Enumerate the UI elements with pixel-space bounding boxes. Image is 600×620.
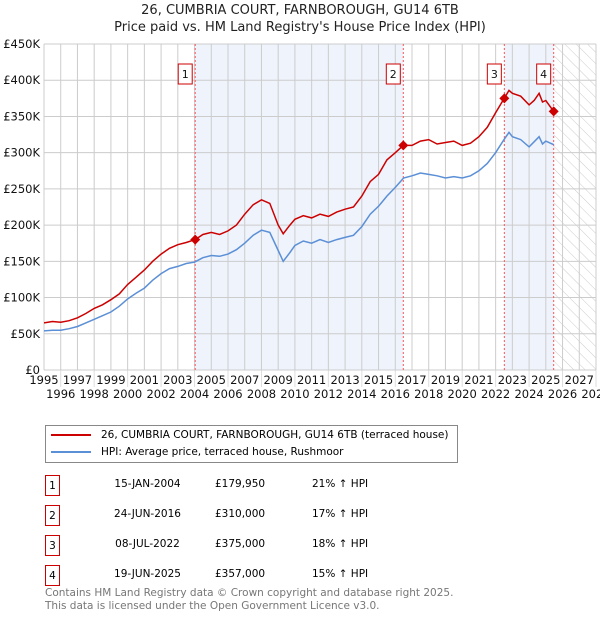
x-tick-label: 2026: [548, 387, 577, 401]
footer: Contains HM Land Registry data © Crown c…: [45, 587, 453, 613]
sale-row: 4 19-JUN-2025 £357,000 15% ↑ HPI: [45, 565, 465, 586]
x-tick-label: 2028: [581, 387, 600, 401]
sale-marker-number: 1: [45, 475, 60, 496]
x-tick-label: 2013: [330, 373, 359, 387]
sale-price: £179,950: [215, 478, 266, 490]
future-hatch: [553, 44, 596, 370]
x-tick-label: 2017: [397, 373, 426, 387]
x-tick-label: 1997: [63, 373, 92, 387]
y-tick-label: £0: [25, 363, 40, 377]
legend-swatch-hpi: [51, 451, 91, 453]
sale-row: 2 24-JUN-2016 £310,000 17% ↑ HPI: [45, 505, 465, 526]
x-tick-label: 2023: [498, 373, 527, 387]
x-tick-label: 2003: [163, 373, 192, 387]
sale-price: £310,000: [215, 508, 266, 520]
legend-label-hpi: HPI: Average price, terraced house, Rush…: [101, 446, 344, 458]
sale-marker-number: 3: [45, 535, 60, 556]
chart-title: 26, CUMBRIA COURT, FARNBOROUGH, GU14 6TB: [141, 3, 459, 18]
x-tick-label: 2011: [297, 373, 326, 387]
legend: 26, CUMBRIA COURT, FARNBOROUGH, GU14 6TB…: [45, 425, 458, 463]
x-tick-label: 1998: [80, 387, 109, 401]
x-tick-label: 2006: [213, 387, 242, 401]
sale-date: 19-JUN-2025: [114, 568, 181, 580]
x-tick-label: 2021: [464, 373, 493, 387]
sale-label-number: 4: [540, 68, 547, 81]
footer-line-2: This data is licensed under the Open Gov…: [45, 600, 380, 612]
x-tick-label: 2009: [264, 373, 293, 387]
sale-point: [398, 140, 409, 151]
x-tick-label: 2022: [481, 387, 510, 401]
x-tick-label: 2012: [314, 387, 343, 401]
x-tick-label: 2024: [514, 387, 543, 401]
sale-hpi-diff: 18% ↑ HPI: [312, 538, 369, 550]
x-tick-label: 2014: [347, 387, 376, 401]
sale-label-box: [177, 63, 193, 85]
x-tick-label: 1999: [96, 373, 125, 387]
y-tick-label: £400K: [3, 73, 40, 87]
sale-label-box: [486, 63, 502, 85]
property-price-line: [44, 89, 555, 324]
y-tick-label: £300K: [3, 146, 40, 160]
x-tick-label: 2015: [364, 373, 393, 387]
legend-swatch-property: [51, 434, 91, 436]
sale-hpi-diff: 15% ↑ HPI: [312, 568, 369, 580]
footer-line-1: Contains HM Land Registry data © Crown c…: [45, 587, 454, 599]
x-tick-label: 2010: [280, 387, 309, 401]
x-tick-label: 1996: [46, 387, 75, 401]
x-tick-label: 2004: [180, 387, 209, 401]
sale-row: 1 15-JAN-2004 £179,950 21% ↑ HPI: [45, 475, 465, 496]
sale-date: 15-JAN-2004: [114, 478, 181, 490]
x-tick-label: 2016: [381, 387, 410, 401]
x-tick-label: 2001: [130, 373, 159, 387]
x-tick-label: 2025: [531, 373, 560, 387]
sale-hpi-diff: 21% ↑ HPI: [312, 478, 369, 490]
sale-date: 08-JUL-2022: [115, 538, 180, 550]
hpi-line: [44, 131, 555, 332]
x-tick-label: 2005: [197, 373, 226, 387]
x-tick-label: 2020: [448, 387, 477, 401]
y-tick-label: £350K: [3, 109, 40, 123]
plot-area: 1995199619971998199920002001200220032004…: [3, 37, 600, 401]
sale-marker-number: 2: [45, 505, 60, 526]
y-tick-label: £50K: [11, 327, 41, 341]
shaded-period-1-2: [195, 44, 404, 370]
x-tick-label: 2008: [247, 387, 276, 401]
sale-price: £357,000: [215, 568, 266, 580]
x-tick-label: 1995: [29, 373, 58, 387]
sale-row: 3 08-JUL-2022 £375,000 18% ↑ HPI: [45, 535, 465, 556]
sale-price: £375,000: [215, 538, 266, 550]
x-tick-label: 2027: [565, 373, 594, 387]
sale-label-box: [385, 63, 401, 85]
y-tick-label: £100K: [3, 291, 40, 305]
y-tick-label: £200K: [3, 218, 40, 232]
legend-label-property: 26, CUMBRIA COURT, FARNBOROUGH, GU14 6TB…: [101, 429, 449, 441]
x-tick-label: 2018: [414, 387, 443, 401]
sale-label-number: 2: [390, 68, 397, 81]
sale-point: [499, 93, 510, 104]
y-tick-label: £150K: [3, 254, 40, 268]
sale-hpi-diff: 17% ↑ HPI: [312, 508, 369, 520]
y-tick-label: £450K: [3, 37, 40, 51]
sale-label-number: 1: [182, 68, 189, 81]
x-tick-label: 2019: [431, 373, 460, 387]
y-tick-label: £250K: [3, 182, 40, 196]
sale-label-number: 3: [491, 68, 498, 81]
sale-date: 24-JUN-2016: [114, 508, 181, 520]
sale-point: [190, 234, 201, 245]
x-tick-label: 2000: [113, 387, 142, 401]
x-tick-label: 2002: [146, 387, 175, 401]
sale-marker-number: 4: [45, 565, 60, 586]
sale-point: [548, 106, 559, 117]
sale-label-box: [536, 63, 552, 85]
x-tick-label: 2007: [230, 373, 259, 387]
chart-subtitle: Price paid vs. HM Land Registry's House …: [114, 20, 486, 35]
